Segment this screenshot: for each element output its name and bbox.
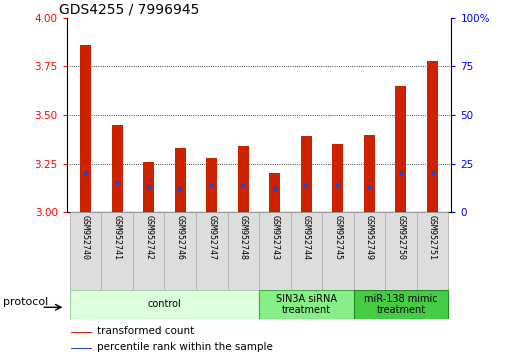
FancyBboxPatch shape [165,212,196,290]
Bar [301,136,312,212]
Bar [364,135,375,212]
Bar [70,348,92,349]
Text: GSM952742: GSM952742 [144,215,153,260]
FancyBboxPatch shape [353,212,385,290]
Bar [238,146,249,212]
Text: GSM952744: GSM952744 [302,215,311,260]
Text: GDS4255 / 7996945: GDS4255 / 7996945 [59,2,200,17]
FancyBboxPatch shape [70,290,259,319]
Bar [112,125,123,212]
FancyBboxPatch shape [290,212,322,290]
Bar [206,158,218,212]
FancyBboxPatch shape [196,212,228,290]
Text: GSM952741: GSM952741 [113,215,122,260]
Text: GSM952740: GSM952740 [81,215,90,260]
Bar [396,86,406,212]
Text: GSM952750: GSM952750 [397,215,405,260]
FancyBboxPatch shape [259,212,290,290]
FancyBboxPatch shape [102,212,133,290]
Text: GSM952746: GSM952746 [176,215,185,260]
Text: control: control [148,299,181,309]
FancyBboxPatch shape [133,212,165,290]
Bar [332,144,343,212]
FancyBboxPatch shape [228,212,259,290]
Text: GSM952748: GSM952748 [239,215,248,260]
Text: GSM952743: GSM952743 [270,215,280,260]
Text: SIN3A siRNA
treatment: SIN3A siRNA treatment [276,293,337,315]
FancyBboxPatch shape [322,212,353,290]
Text: miR-138 mimic
treatment: miR-138 mimic treatment [364,293,438,315]
FancyBboxPatch shape [259,290,353,319]
Text: protocol: protocol [3,297,49,307]
Text: GSM952745: GSM952745 [333,215,342,260]
FancyBboxPatch shape [70,212,102,290]
Text: GSM952749: GSM952749 [365,215,374,260]
FancyBboxPatch shape [385,212,417,290]
Bar [143,162,154,212]
Text: GSM952747: GSM952747 [207,215,216,260]
FancyBboxPatch shape [417,212,448,290]
Bar [80,45,91,212]
Bar [269,173,280,212]
Bar [427,61,438,212]
Text: GSM952751: GSM952751 [428,215,437,260]
Text: percentile rank within the sample: percentile rank within the sample [97,342,273,352]
FancyBboxPatch shape [353,290,448,319]
Bar [175,148,186,212]
Text: transformed count: transformed count [97,326,195,336]
Bar [70,332,92,333]
